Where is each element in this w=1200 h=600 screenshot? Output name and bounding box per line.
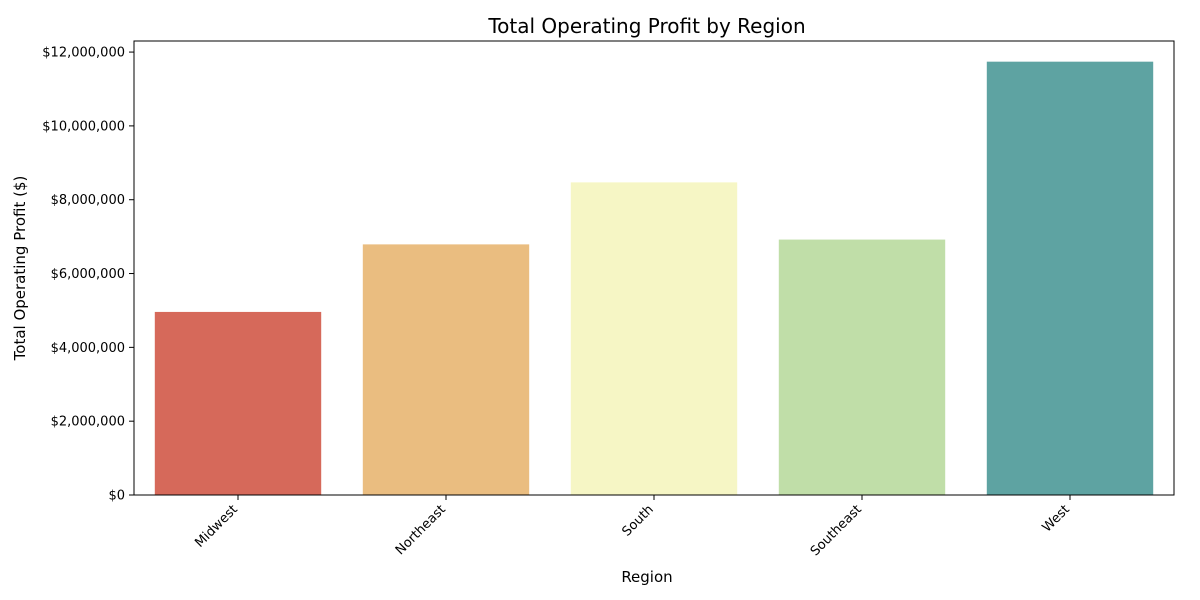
y-tick-label: $12,000,000 [42, 46, 125, 61]
bar-midwest [154, 311, 322, 495]
x-tick-label-southeast: Southeast [808, 502, 865, 559]
plot-area: $0 $2,000,000 $4,000,000 $6,000,000 $8,000,0… [42, 40, 1175, 559]
y-axis-title: Total Operating Profit ($) [11, 176, 29, 362]
x-tick-label-west: West [1040, 502, 1073, 535]
bar-northeast [362, 244, 530, 495]
y-tick-label: $2,000,000 [51, 415, 125, 430]
x-tick-label-northeast: Northeast [393, 502, 449, 558]
bar-southeast [778, 239, 946, 495]
y-tick-label: $8,000,000 [51, 193, 125, 208]
y-tick-label: $6,000,000 [51, 267, 125, 282]
y-tick-label: $0 [108, 489, 125, 504]
bar-west [986, 61, 1154, 495]
x-axis-title: Region [621, 568, 672, 586]
chart-title: Total Operating Profit by Region [487, 14, 805, 38]
bar-south [570, 182, 738, 495]
x-tick-label-south: South [620, 502, 657, 539]
x-tick-label-midwest: Midwest [192, 502, 241, 551]
y-tick-label: $4,000,000 [51, 341, 125, 356]
y-tick-label: $10,000,000 [42, 119, 125, 134]
